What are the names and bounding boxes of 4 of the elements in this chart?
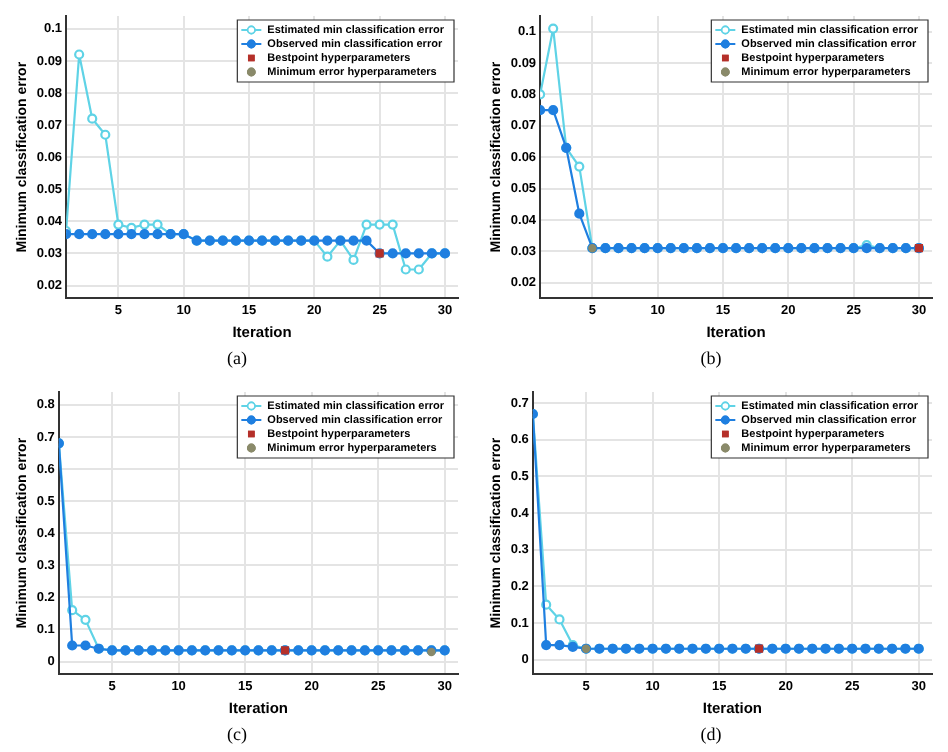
text: (a) (225, 346, 249, 372)
text: (d) (698, 722, 724, 748)
text: (c) (225, 722, 249, 748)
text: (b) (698, 346, 724, 372)
